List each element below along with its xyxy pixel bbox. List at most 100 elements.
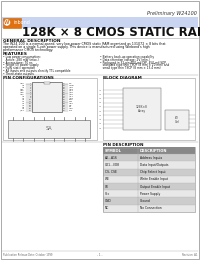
Text: Chip Select Input: Chip Select Input <box>140 170 166 174</box>
Text: 30: 30 <box>63 106 66 107</box>
Text: Data Input/Outputs: Data Input/Outputs <box>140 163 168 167</box>
Text: I/O4: I/O4 <box>69 90 74 92</box>
Text: 3: 3 <box>30 87 31 88</box>
Bar <box>103 190 195 197</box>
Text: 23: 23 <box>63 94 66 95</box>
Text: 21: 21 <box>63 90 66 91</box>
Bar <box>103 161 195 168</box>
Bar <box>3 17 21 28</box>
Text: A2: A2 <box>22 105 25 106</box>
Text: I/O5: I/O5 <box>69 92 74 93</box>
Text: 27: 27 <box>63 101 66 102</box>
Text: GENERAL DESCRIPTION: GENERAL DESCRIPTION <box>3 39 60 43</box>
Text: A5: A5 <box>22 99 25 100</box>
Text: A8: A8 <box>22 85 25 86</box>
Text: 5: 5 <box>30 90 31 91</box>
Text: Output Enable Input: Output Enable Input <box>140 185 170 188</box>
Text: I/O
Ctrl: I/O Ctrl <box>175 116 179 124</box>
Text: PIN DESCRIPTION: PIN DESCRIPTION <box>103 143 144 147</box>
Text: DESCRIPTION: DESCRIPTION <box>140 149 168 153</box>
Text: • Data retention voltage: 2V (min.): • Data retention voltage: 2V (min.) <box>100 58 150 62</box>
Text: Active: 280 mW (max.): Active: 280 mW (max.) <box>3 58 39 62</box>
Text: CS: CS <box>69 106 72 107</box>
Text: 22: 22 <box>63 92 66 93</box>
Bar <box>44 82 50 84</box>
Text: A0...A16: A0...A16 <box>105 156 118 160</box>
Bar <box>103 176 195 183</box>
Text: 19: 19 <box>63 87 66 88</box>
Text: CS, CSE: CS, CSE <box>105 170 117 174</box>
Text: A8: A8 <box>99 94 102 95</box>
Text: A4: A4 <box>99 110 102 112</box>
Bar <box>103 168 195 176</box>
Text: 18: 18 <box>63 85 66 86</box>
Text: NC: NC <box>69 83 72 84</box>
Bar <box>8 120 90 138</box>
Text: A13: A13 <box>20 83 25 84</box>
Text: Array: Array <box>138 109 146 113</box>
Text: 15: 15 <box>28 108 31 109</box>
Text: 128K×8: 128K×8 <box>136 105 148 109</box>
Text: PIN CONFIGURATIONS: PIN CONFIGURATIONS <box>3 76 54 80</box>
Text: A0: A0 <box>22 108 25 109</box>
Text: A1: A1 <box>22 106 25 107</box>
Text: Publication Release Date: October 1999: Publication Release Date: October 1999 <box>3 253 52 257</box>
Text: - 1 -: - 1 - <box>97 253 103 257</box>
Text: SYMBOL: SYMBOL <box>105 149 122 153</box>
Text: CS2: CS2 <box>69 99 74 100</box>
Text: A6: A6 <box>99 102 102 103</box>
Text: 12: 12 <box>28 103 31 104</box>
Text: OE: OE <box>69 105 72 106</box>
Text: Power Supply: Power Supply <box>140 192 160 196</box>
Text: I/O3: I/O3 <box>69 88 74 90</box>
Text: • Low power consumption:: • Low power consumption: <box>3 55 41 59</box>
Text: performance CMOS technology.: performance CMOS technology. <box>3 48 53 52</box>
Text: 1: 1 <box>30 83 31 84</box>
Text: • Access time: 70 ns: • Access time: 70 ns <box>3 61 32 64</box>
Text: A12: A12 <box>20 94 25 95</box>
Text: A15: A15 <box>20 92 25 93</box>
Text: I/O1: I/O1 <box>20 110 25 111</box>
Text: 31: 31 <box>63 108 66 109</box>
Text: Ground: Ground <box>140 199 151 203</box>
Text: operated on a single 5-volt power supply. This device is manufactured using Winb: operated on a single 5-volt power supply… <box>3 45 150 49</box>
Bar <box>32 82 62 112</box>
Bar <box>3 78 97 140</box>
Text: I/O6: I/O6 <box>69 94 74 95</box>
Bar <box>103 154 195 161</box>
Text: 29: 29 <box>63 105 66 106</box>
Text: • Single 5V power supply: • Single 5V power supply <box>3 63 39 67</box>
Text: The W24 100 is a normal-speed, very low-power CMOS static RAM organized as 13107: The W24 100 is a normal-speed, very low-… <box>3 42 166 46</box>
Text: GND: GND <box>105 199 112 203</box>
Text: Address Inputs: Address Inputs <box>140 156 162 160</box>
Text: FEATURES: FEATURES <box>3 52 28 56</box>
Text: standard type thin TSOP (8 mm × 20 mm) and: standard type thin TSOP (8 mm × 20 mm) a… <box>100 63 169 67</box>
Bar <box>103 197 195 205</box>
Text: 20: 20 <box>63 88 66 89</box>
Text: 6: 6 <box>30 92 31 93</box>
Text: 128K × 8 CMOS STATIC RAM: 128K × 8 CMOS STATIC RAM <box>22 27 200 40</box>
Text: • Fully static operation: • Fully static operation <box>3 66 35 70</box>
Text: A0: A0 <box>99 127 102 129</box>
Text: 8: 8 <box>30 96 31 97</box>
Bar <box>103 78 195 140</box>
Text: A16: A16 <box>20 90 25 91</box>
Text: small type thin TSOP (8 mm × 13.4 mm): small type thin TSOP (8 mm × 13.4 mm) <box>100 66 161 70</box>
Text: A14: A14 <box>69 103 74 104</box>
Text: W: W <box>4 20 10 25</box>
Text: • Three-state outputs: • Three-state outputs <box>3 72 34 76</box>
Circle shape <box>4 19 10 26</box>
Text: 24: 24 <box>63 96 66 97</box>
Text: GND: GND <box>69 85 75 86</box>
Text: Revision: A1: Revision: A1 <box>182 253 197 257</box>
Text: 10: 10 <box>28 99 31 100</box>
Text: I/O1...I/O8: I/O1...I/O8 <box>105 163 120 167</box>
Text: A1: A1 <box>99 123 102 124</box>
Text: 28: 28 <box>63 103 66 104</box>
Text: WE: WE <box>105 177 110 181</box>
Text: 4: 4 <box>30 88 31 89</box>
Text: NC: NC <box>105 206 109 210</box>
Text: A4: A4 <box>22 101 25 102</box>
Text: inbond: inbond <box>14 20 31 25</box>
Text: 16: 16 <box>28 110 31 111</box>
